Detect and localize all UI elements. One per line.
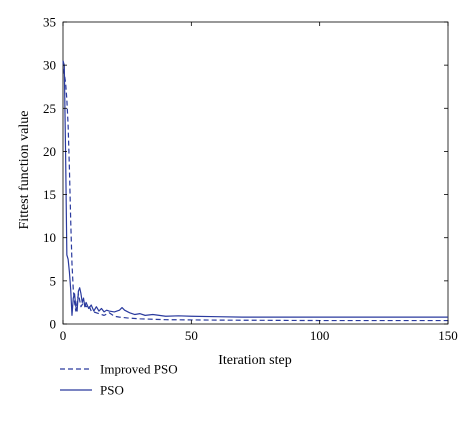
plot-frame (62, 21, 449, 325)
axes (62, 21, 449, 325)
y-axis-title: Fittest function value (17, 111, 32, 230)
x-tick-label: 150 (438, 328, 458, 343)
y-tick-label: 15 (43, 187, 56, 202)
series-line-pso (62, 60, 448, 318)
legend-label: Improved PSO (100, 362, 178, 377)
y-tick-label: 20 (43, 144, 56, 159)
x-axis-title: Iteration step (218, 353, 291, 368)
series-line-improved-pso (62, 60, 448, 322)
ticks: 0 50 100 150 0 5 10 15 20 25 30 35 (43, 15, 458, 344)
y-tick-label: 35 (43, 15, 56, 30)
y-tick-label: 30 (43, 58, 56, 73)
x-tick-label: 50 (185, 328, 198, 343)
y-tick-label: 25 (43, 101, 56, 116)
x-tick-label: 100 (310, 328, 330, 343)
series (62, 60, 448, 322)
x-tick-label: 0 (60, 328, 67, 343)
y-tick-label: 10 (43, 230, 56, 245)
y-tick-label: 0 (50, 317, 57, 332)
legend-label: PSO (100, 383, 124, 398)
legend: Improved PSO PSO (60, 362, 178, 398)
y-tick-label: 5 (50, 273, 57, 288)
